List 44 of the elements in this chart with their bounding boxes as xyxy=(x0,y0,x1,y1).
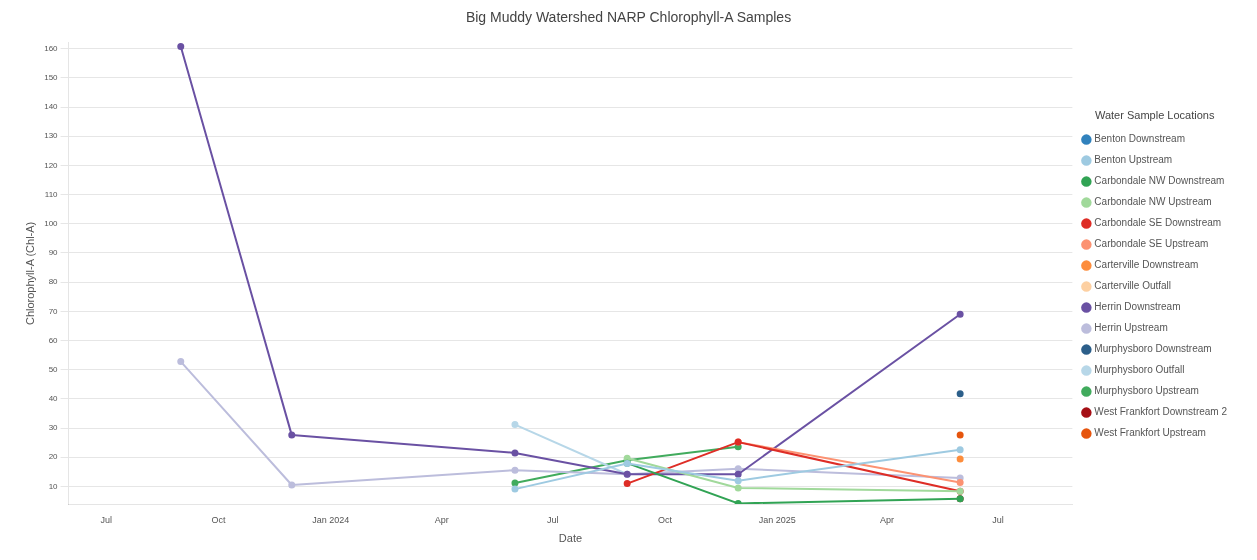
y-tick-label: 100 xyxy=(44,218,59,228)
y-tick-label: 30 xyxy=(48,423,59,433)
legend-label: Carbondale NW Upstream xyxy=(1094,196,1212,208)
y-axis-title: Chlorophyll-A (Chl-A) xyxy=(23,221,36,326)
chart-title: Big Muddy Watershed NARP Chlorophyll-A Samples xyxy=(465,9,792,26)
y-tick-label: 120 xyxy=(44,160,59,170)
y-tick-label: 70 xyxy=(48,306,59,316)
legend-label: West Frankfort Upstream xyxy=(1094,427,1206,439)
x-tick-label: Apr xyxy=(434,514,449,525)
x-tick-label: Apr xyxy=(879,514,894,525)
x-tick-label: Jan 2024 xyxy=(312,514,350,525)
legend-label: Murphysboro Downstream xyxy=(1094,343,1212,355)
legend-label: Murphysboro Upstream xyxy=(1094,385,1199,397)
legend-label: Herrin Downstream xyxy=(1094,301,1181,313)
x-tick-label: Jul xyxy=(992,514,1004,525)
y-tick-label: 10 xyxy=(48,481,59,491)
legend-label: Carterville Outfall xyxy=(1094,280,1172,292)
legend-label: Benton Downstream xyxy=(1094,133,1185,145)
y-tick-label: 140 xyxy=(44,102,59,112)
x-tick-label: Jul xyxy=(547,514,559,525)
y-tick-label: 90 xyxy=(48,248,59,258)
legend-label: Carterville Downstream xyxy=(1094,259,1199,271)
x-axis-title: Date xyxy=(558,532,583,545)
y-tick-label: 60 xyxy=(48,335,59,345)
x-tick-label: Jan 2025 xyxy=(758,514,796,525)
legend-label: West Frankfort Downstream 2 xyxy=(1094,406,1228,418)
legend-label: Benton Upstream xyxy=(1094,154,1173,166)
x-tick-label: Jul xyxy=(100,514,113,525)
y-tick-label: 80 xyxy=(48,277,59,287)
y-tick-label: 40 xyxy=(48,394,59,404)
x-tick-label: Oct xyxy=(211,514,227,525)
legend-label: Murphysboro Outfall xyxy=(1094,364,1185,376)
y-tick-label: 50 xyxy=(48,364,59,374)
y-tick-label: 110 xyxy=(44,189,59,199)
y-tick-label: 130 xyxy=(44,131,59,141)
legend-title: Water Sample Locations xyxy=(1094,108,1215,121)
y-tick-label: 20 xyxy=(48,452,59,462)
x-tick-label: Oct xyxy=(657,514,673,525)
legend-label: Carbondale SE Downstream xyxy=(1094,217,1222,229)
y-tick-label: 150 xyxy=(44,73,59,83)
legend-label: Carbondale NW Downstream xyxy=(1094,175,1225,187)
legend-label: Carbondale SE Upstream xyxy=(1094,238,1209,250)
legend-label: Herrin Upstream xyxy=(1094,322,1168,334)
y-tick-label: 160 xyxy=(44,43,59,53)
